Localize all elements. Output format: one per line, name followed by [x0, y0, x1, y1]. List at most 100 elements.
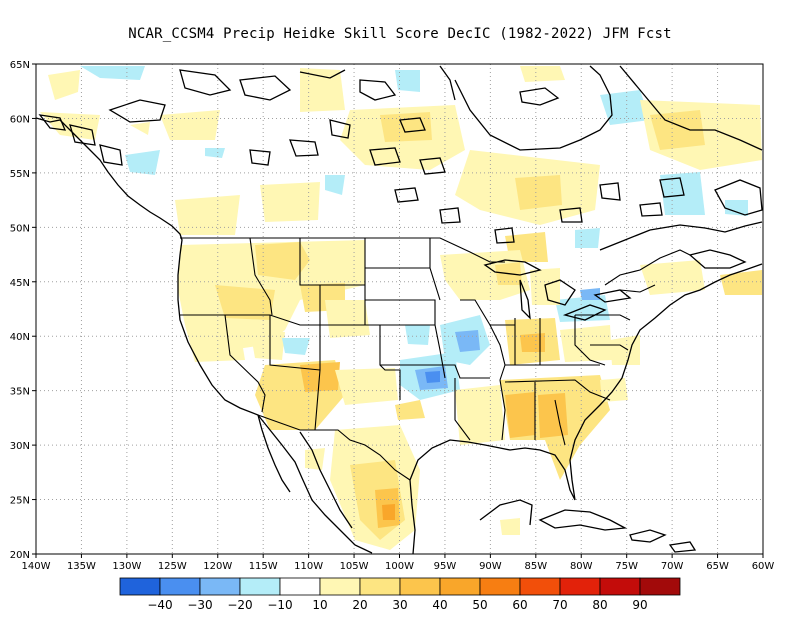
colorbar-swatch — [239, 577, 281, 596]
colorbar-label: 10 — [312, 598, 327, 612]
skill-patch — [425, 371, 440, 383]
border — [590, 344, 629, 351]
lat-tick-label: 40N — [10, 332, 30, 343]
colorbar-label: 30 — [392, 598, 407, 612]
coastline — [454, 65, 613, 151]
colorbar-label: −10 — [267, 598, 292, 612]
lon-tick-label: 110W — [294, 561, 323, 572]
coastline — [599, 221, 763, 251]
lat-tick-label: 65N — [10, 60, 30, 71]
skill-patch — [610, 335, 640, 365]
skill-patch — [282, 338, 310, 355]
lon-tick-label: 60W — [752, 561, 775, 572]
colorbar-swatch — [479, 577, 521, 596]
skill-patch — [725, 200, 748, 216]
coastline — [559, 207, 583, 223]
coastline — [299, 431, 353, 529]
skill-patch — [340, 437, 380, 455]
border — [604, 249, 691, 286]
coastline — [714, 179, 763, 216]
political-borders — [180, 237, 691, 481]
coastline — [562, 304, 607, 321]
coastline — [399, 117, 426, 133]
coastline — [688, 249, 747, 269]
coastline — [36, 117, 373, 554]
skill-patch — [560, 325, 612, 362]
latitude-axis: 65N 60N 55N 50N 45N 40N 35N 30N 25N 20N — [10, 60, 36, 561]
skill-patch — [505, 392, 535, 438]
colorbar-label: 50 — [472, 598, 487, 612]
border — [499, 379, 506, 441]
skill-patch — [720, 270, 762, 295]
coastline — [409, 263, 763, 554]
skill-patch — [325, 300, 370, 338]
colorbar-swatch — [399, 577, 441, 596]
colorbar-swatch — [439, 577, 481, 596]
lon-tick-label: 75W — [615, 561, 638, 572]
border — [574, 315, 606, 366]
lon-tick-label: 125W — [158, 561, 187, 572]
border — [504, 379, 611, 401]
colorbar-swatch — [279, 577, 321, 596]
colorbar-label: 80 — [592, 598, 607, 612]
skill-patch — [660, 172, 705, 215]
longitude-axis: 140W 135W 130W 125W 120W 115W 110W 105W 100W 95W 9… — [22, 554, 775, 572]
skill-patch — [395, 400, 425, 420]
colorbar-swatch — [639, 577, 681, 596]
coastline — [38, 114, 67, 131]
skill-patch — [575, 228, 600, 248]
skill-patch — [125, 150, 160, 175]
coastline — [668, 541, 697, 553]
border — [454, 378, 471, 441]
lon-tick-label: 65W — [706, 561, 729, 572]
colorbar-swatch — [159, 577, 201, 596]
coastline — [439, 65, 456, 101]
lat-tick-label: 20N — [10, 550, 30, 561]
border — [429, 238, 441, 301]
coastline — [179, 69, 232, 96]
skill-patch — [500, 518, 520, 535]
coastline — [249, 149, 271, 166]
skill-patch — [515, 175, 562, 210]
lon-tick-label: 120W — [203, 561, 232, 572]
coastline — [394, 187, 419, 203]
coastline — [494, 227, 515, 244]
skill-patch — [538, 393, 568, 438]
border — [365, 299, 446, 379]
skill-patch — [395, 70, 420, 92]
lat-tick-label: 25N — [10, 496, 30, 507]
coastline — [639, 202, 663, 217]
skill-patch — [215, 285, 275, 320]
skill-patch — [255, 242, 310, 280]
border — [257, 414, 411, 481]
colorbar-label: −30 — [187, 598, 212, 612]
skill-patch — [185, 325, 245, 362]
colorbar-label: 60 — [512, 598, 527, 612]
coastline — [479, 499, 533, 526]
skill-patch — [520, 333, 545, 352]
lon-tick-label: 115W — [249, 561, 278, 572]
lat-tick-label: 60N — [10, 114, 30, 125]
skill-patch — [650, 110, 705, 150]
coastline — [239, 75, 292, 101]
lat-tick-label: 45N — [10, 278, 30, 289]
lon-tick-label: 70W — [661, 561, 684, 572]
skill-patch — [175, 195, 240, 235]
colorbar-swatch — [119, 577, 161, 596]
lon-tick-label: 140W — [22, 561, 51, 572]
colorbar-label: 20 — [352, 598, 367, 612]
colorbar-swatch — [559, 577, 601, 596]
lon-tick-label: 80W — [570, 561, 593, 572]
colorbar-label: −40 — [147, 598, 172, 612]
coastline — [538, 509, 628, 531]
lon-tick-label: 135W — [67, 561, 96, 572]
lon-tick-label: 100W — [385, 561, 414, 572]
skill-patch — [160, 110, 220, 140]
skill-patch — [205, 148, 225, 158]
colorbar-swatch — [319, 577, 361, 596]
coastline — [108, 99, 166, 123]
skill-patch — [80, 66, 145, 80]
colorbar-swatch — [359, 577, 401, 596]
coastline — [519, 279, 531, 320]
